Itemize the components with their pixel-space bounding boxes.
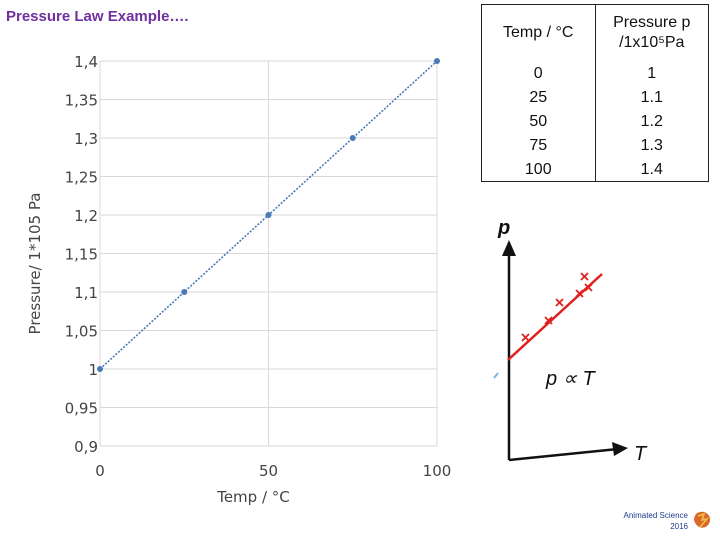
sketch-markers bbox=[521, 272, 593, 342]
sketch-x-arrow-icon bbox=[612, 442, 628, 456]
sketch-y-arrow-icon bbox=[502, 240, 516, 256]
page-title: Pressure Law Example…. bbox=[6, 8, 189, 25]
sketch-cross-marker bbox=[544, 316, 553, 325]
table-cell-pressure: 1.3 bbox=[640, 136, 663, 154]
y-tick-label: 1,15 bbox=[65, 246, 98, 264]
x-tick-label: 0 bbox=[95, 462, 105, 480]
y-tick-label: 1,25 bbox=[65, 169, 98, 187]
data-point bbox=[97, 366, 103, 372]
y-tick-label: 1 bbox=[88, 361, 98, 379]
table-cell-temp: 100 bbox=[482, 157, 596, 181]
sketch-fit-line bbox=[507, 273, 603, 361]
sketch-relation-label: p ∝ T bbox=[545, 368, 597, 390]
table-header-row: Temp / °C Pressure p /1x10⁵Pa bbox=[482, 5, 708, 61]
logo-text: Animated Science 2016 bbox=[624, 510, 688, 532]
table-cell-temp: 0 bbox=[482, 61, 596, 85]
table-row: 0 1 bbox=[482, 61, 708, 85]
sketch-extrapolation-mark bbox=[493, 372, 499, 379]
table-cell-pressure: 1.1 bbox=[640, 88, 663, 106]
y-tick-label: 1,05 bbox=[65, 323, 98, 341]
sketch-cross-marker bbox=[584, 283, 593, 292]
logo-line-1: Animated Science bbox=[623, 511, 688, 520]
proportionality-sketch: p T p ∝ T bbox=[478, 198, 648, 488]
table-header-pressure: Pressure p /1x10⁵Pa bbox=[613, 14, 691, 51]
data-point bbox=[349, 135, 356, 141]
table-row: 25 1.1 bbox=[482, 85, 708, 109]
sketch-cross-marker bbox=[575, 289, 584, 298]
x-tick-label: 50 bbox=[259, 462, 278, 480]
y-axis-title: Pressure/ 1*105 Pa bbox=[26, 193, 44, 335]
data-point bbox=[434, 58, 440, 64]
table-cell-temp: 50 bbox=[482, 109, 596, 133]
data-table: Temp / °C Pressure p /1x10⁵Pa 0 1 25 1.1… bbox=[481, 4, 709, 182]
table-row: 100 1.4 bbox=[482, 157, 708, 181]
table-row: 75 1.3 bbox=[482, 133, 708, 157]
table-cell-pressure: 1.4 bbox=[640, 160, 663, 178]
y-tick-label: 1,2 bbox=[74, 207, 98, 225]
y-tick-label: 0,9 bbox=[74, 438, 98, 456]
y-tick-label: 1,1 bbox=[74, 284, 98, 302]
table-cell-pressure: 1 bbox=[647, 64, 657, 82]
y-tick-label: 1,3 bbox=[74, 130, 98, 148]
animated-science-logo: Animated Science 2016 bbox=[600, 506, 716, 536]
table-cell-temp: 25 bbox=[482, 85, 596, 109]
sketch-cross-marker bbox=[580, 272, 589, 281]
data-point bbox=[265, 212, 272, 218]
sketch-y-label: p bbox=[497, 217, 510, 239]
sketch-background bbox=[478, 198, 648, 488]
sketch-cross-marker bbox=[555, 298, 564, 307]
sketch-x-label: T bbox=[634, 443, 648, 465]
table-cell-pressure: 1.2 bbox=[640, 112, 663, 130]
y-tick-label: 1,35 bbox=[65, 92, 98, 110]
table-header-temp: Temp / °C bbox=[482, 5, 596, 61]
y-tick-label: 0,95 bbox=[65, 400, 98, 418]
data-point bbox=[181, 289, 188, 295]
logo-emblem-icon bbox=[694, 511, 711, 528]
sketch-cross-marker bbox=[521, 333, 530, 342]
x-axis-title: Temp / °C bbox=[216, 488, 290, 506]
table-cell-temp: 75 bbox=[482, 133, 596, 157]
sketch-x-axis bbox=[508, 447, 619, 462]
logo-line-2: 2016 bbox=[670, 522, 688, 531]
table-row: 50 1.2 bbox=[482, 109, 708, 133]
pressure-temperature-chart: 0,9 0,95 1 1,05 1,1 1,15 1,2 1,25 1,3 1,35 1,4 0 50 1… bbox=[26, 53, 452, 506]
x-tick-label: 100 bbox=[423, 462, 452, 480]
y-tick-label: 1,4 bbox=[74, 53, 98, 71]
